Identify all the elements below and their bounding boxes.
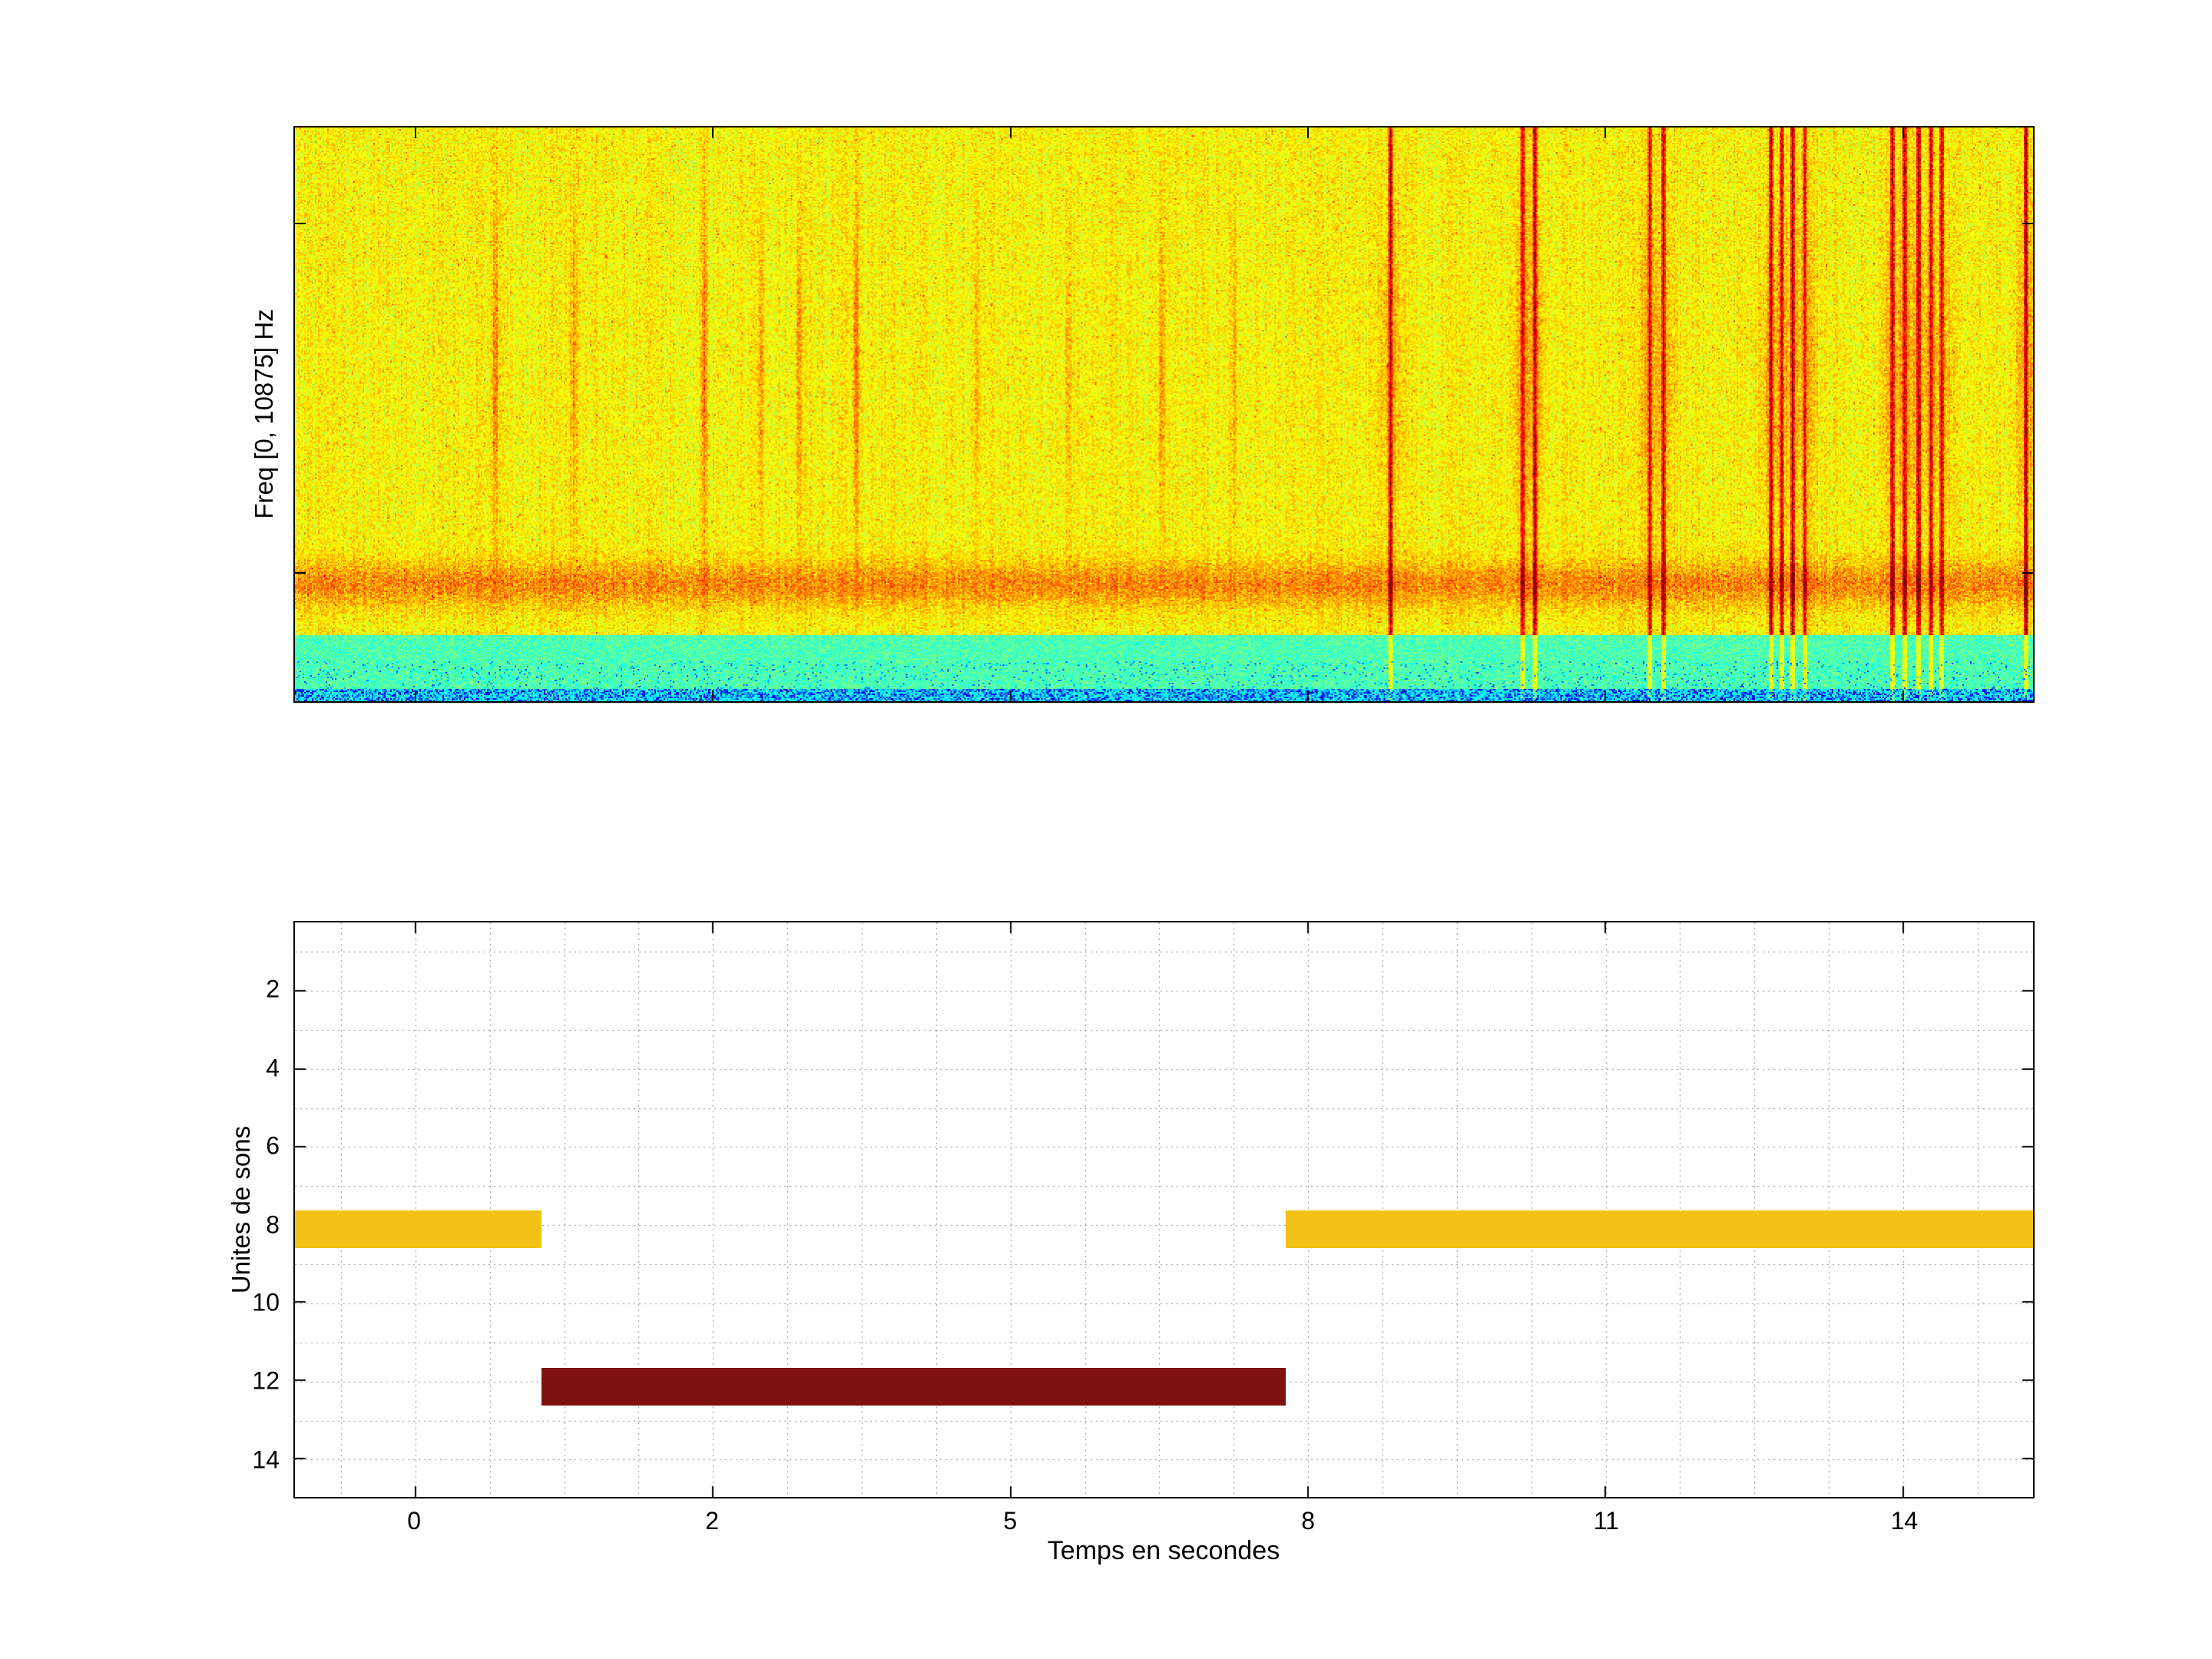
spectrogram-plot	[293, 126, 2035, 703]
timeline-plot	[293, 921, 2035, 1498]
x-tick-label-14: 14	[1890, 1507, 1919, 1535]
timeline-xlabel: Temps en secondes	[1047, 1536, 1280, 1565]
spectrogram-ylabel: Freq [0, 10875] Hz	[250, 309, 278, 519]
axis-tick	[414, 127, 416, 138]
axis-tick	[1604, 127, 1607, 138]
y-tick-label-14: 14	[252, 1445, 280, 1474]
y-tick-label-10: 10	[252, 1288, 280, 1316]
spectrogram-canvas	[295, 127, 2033, 701]
axis-tick	[1902, 690, 1904, 701]
spectrogram-ticks	[295, 127, 2033, 701]
axis-tick	[1306, 690, 1309, 701]
unit8-bar-right	[1285, 1210, 2033, 1249]
axis-tick	[414, 690, 416, 701]
axis-tick	[2022, 222, 2033, 224]
x-tick-label-8: 8	[1301, 1507, 1316, 1535]
axis-tick	[2022, 571, 2033, 574]
x-tick-label-11: 11	[1593, 1507, 1619, 1535]
axis-tick	[1009, 127, 1012, 138]
axis-tick	[712, 690, 714, 701]
axis-tick	[1009, 690, 1012, 701]
axis-tick	[1306, 127, 1309, 138]
axis-tick	[295, 222, 306, 224]
x-tick-label-0: 0	[407, 1507, 421, 1535]
y-tick-label-12: 12	[252, 1366, 280, 1395]
axis-tick	[1902, 127, 1904, 138]
axis-tick	[295, 571, 306, 574]
unit12-bar	[541, 1367, 1286, 1406]
unit8-bar-left	[295, 1210, 542, 1249]
y-tick-label-2: 2	[266, 975, 280, 1003]
sound-unit-segments	[295, 922, 2033, 1497]
y-tick-label-6: 6	[266, 1131, 280, 1160]
y-tick-label-4: 4	[266, 1054, 280, 1082]
axis-tick	[1604, 690, 1607, 701]
y-tick-labels: 2 4 6 8 10 12 14	[198, 921, 280, 1498]
x-tick-labels: 0 2 5 8 11 14	[293, 1507, 2035, 1539]
axis-tick	[712, 127, 714, 138]
x-tick-label-5: 5	[1003, 1507, 1018, 1535]
y-tick-label-8: 8	[266, 1210, 280, 1239]
x-tick-label-2: 2	[705, 1507, 720, 1535]
